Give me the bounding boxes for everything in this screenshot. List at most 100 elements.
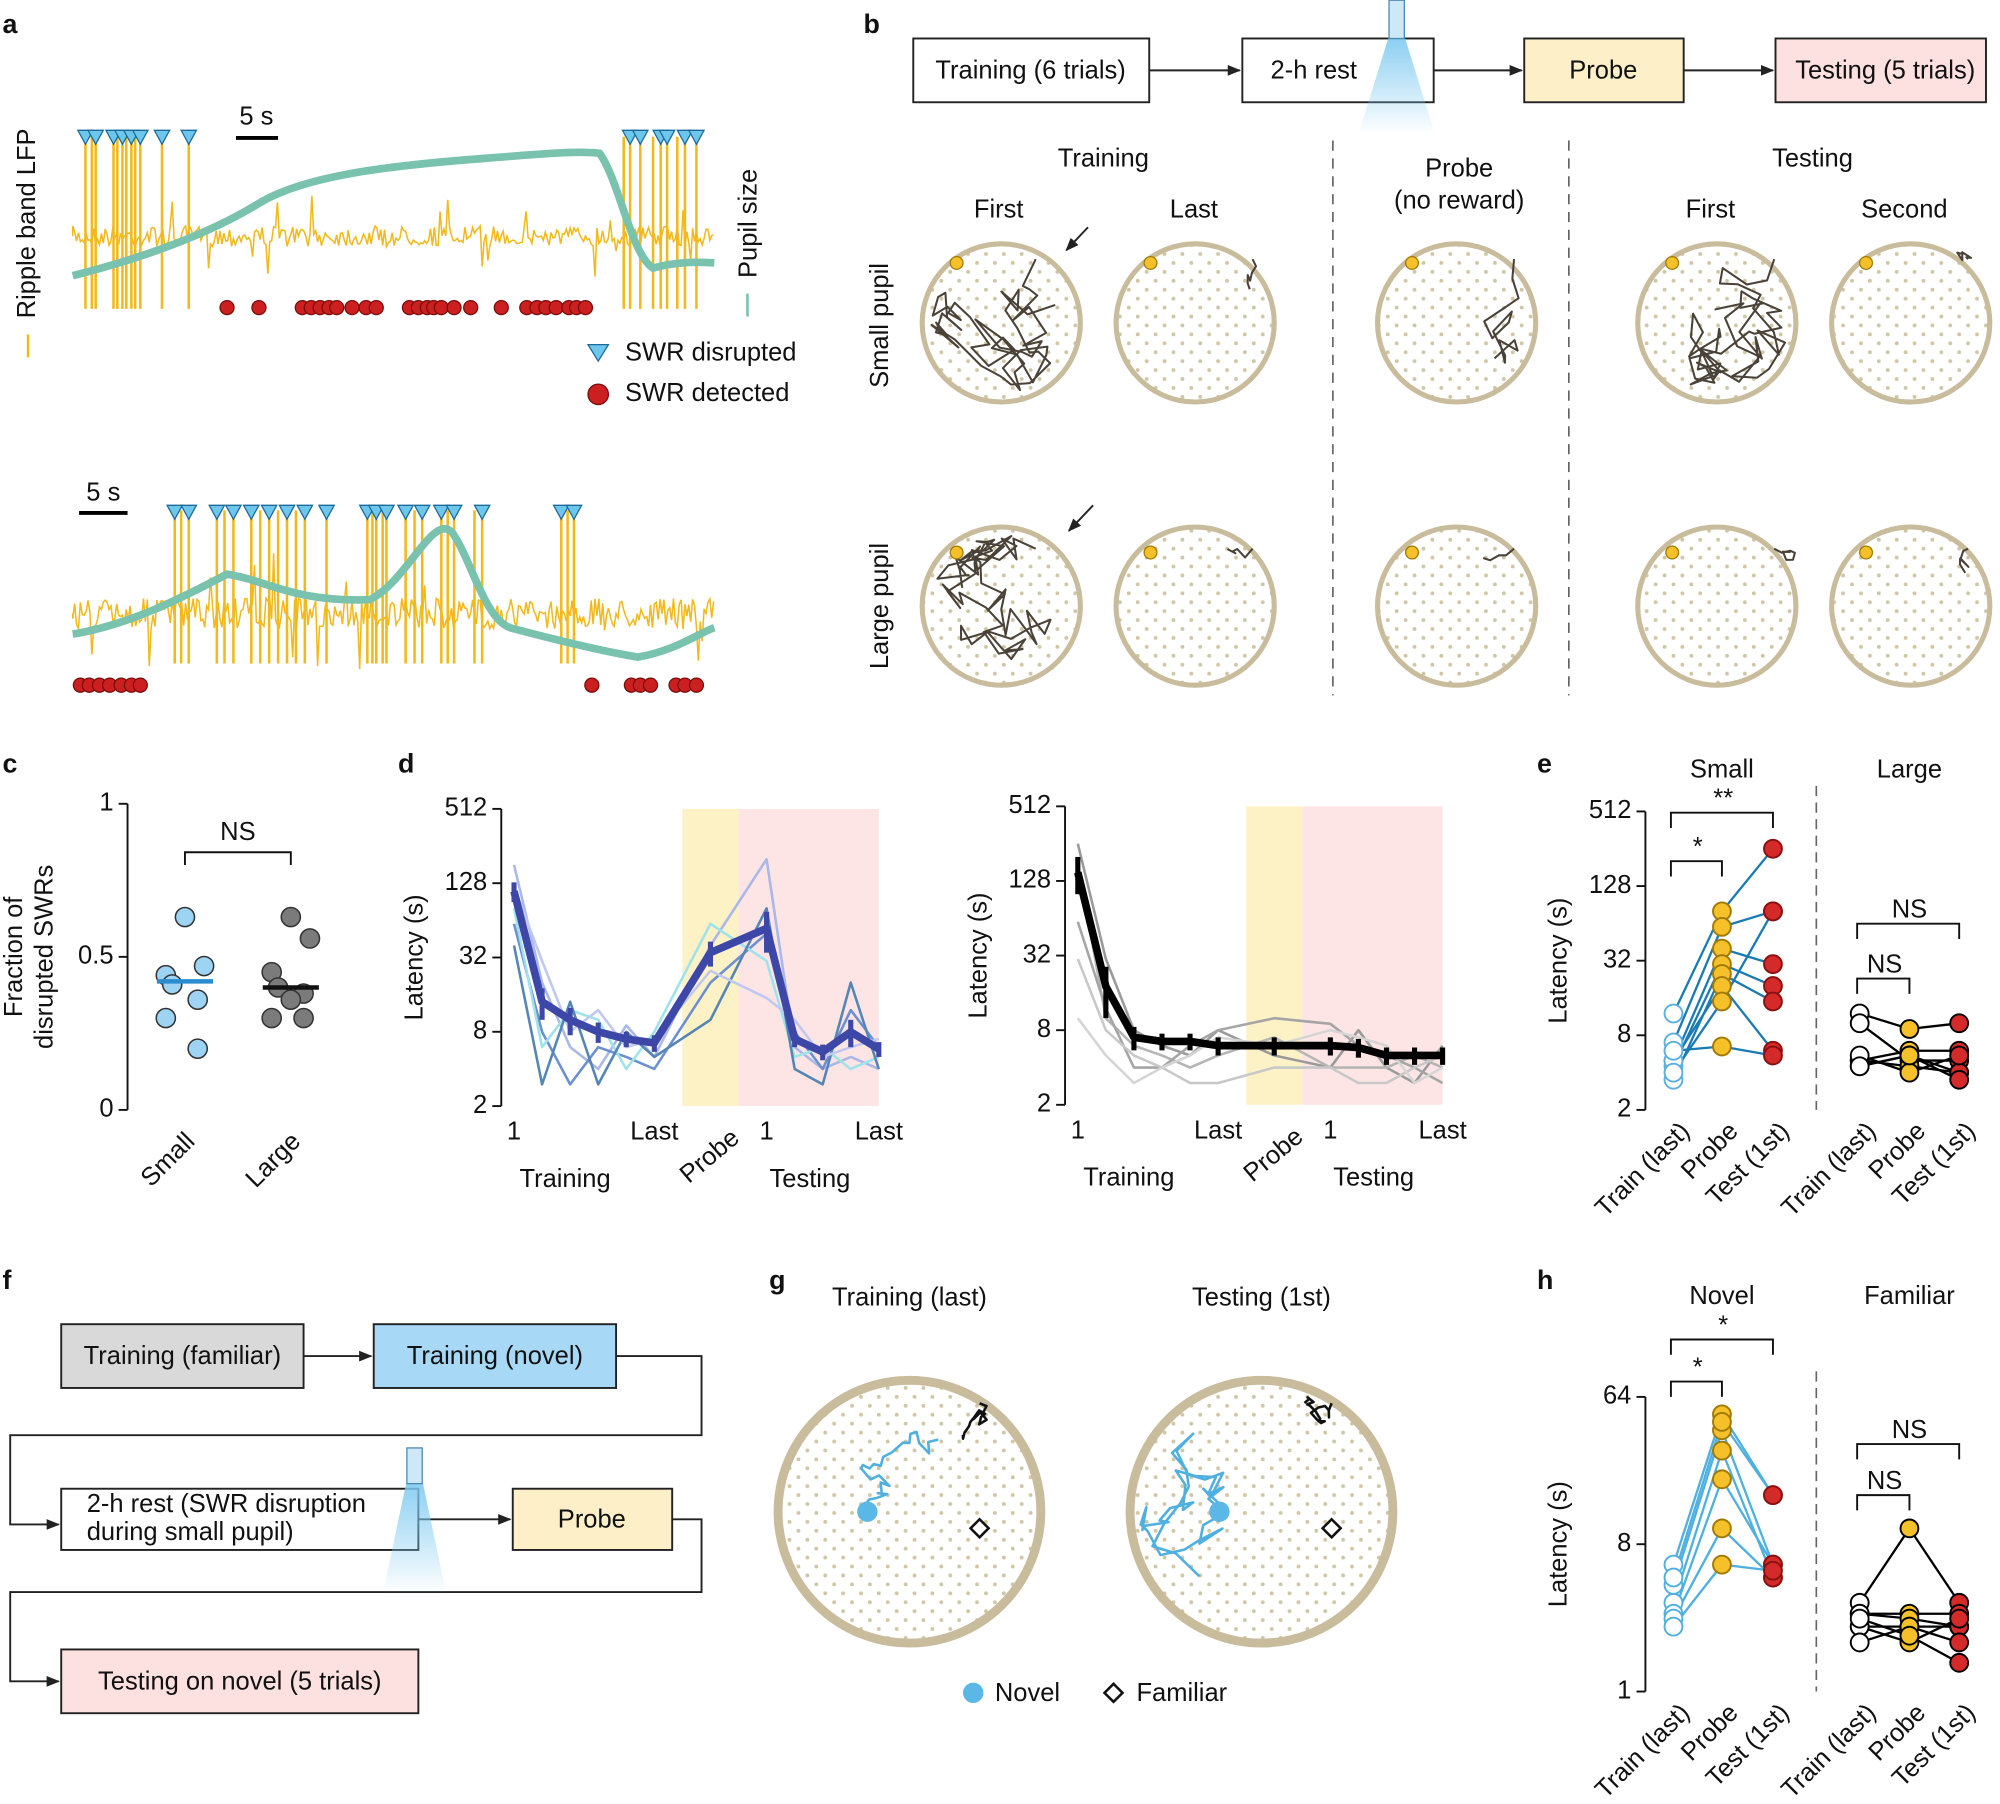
data-point xyxy=(1899,1625,1920,1646)
y-tick-label: 32 xyxy=(1603,945,1631,973)
legend-label: Familiar xyxy=(1136,1679,1227,1707)
data-point xyxy=(1712,991,1732,1012)
x-tick-label: 1 xyxy=(507,1118,521,1146)
data-point xyxy=(1712,1036,1732,1057)
x-tick-label: Last xyxy=(1419,1116,1467,1144)
trajectory xyxy=(859,1430,939,1513)
flow-label: 2-h rest xyxy=(1271,56,1357,84)
group-label: Large xyxy=(1877,755,1942,783)
legend-label: Novel xyxy=(995,1679,1060,1707)
start-familiar xyxy=(968,1517,991,1540)
swr-disrupted xyxy=(153,129,171,146)
swr-disrupted xyxy=(445,504,463,521)
data-point xyxy=(187,989,209,1011)
y2-label: Pupil size xyxy=(735,169,763,278)
column-header: First xyxy=(1686,195,1736,223)
y-label: disrupted SWRs xyxy=(31,865,59,1049)
swr-detected xyxy=(493,299,509,316)
legend-symbol xyxy=(586,343,610,363)
swr-disrupted xyxy=(377,504,396,521)
x-tick-label: Small xyxy=(135,1127,200,1192)
maze-title: Training (last) xyxy=(832,1283,987,1311)
y-tick-label: 64 xyxy=(1603,1382,1631,1410)
y-tick-label: 0 xyxy=(99,1095,113,1123)
data-point xyxy=(1899,1518,1920,1539)
x-tick-label: Probe xyxy=(675,1124,745,1189)
mazes xyxy=(773,1375,1398,1648)
group-label: Testing xyxy=(770,1165,851,1193)
annotation: * xyxy=(1693,833,1703,861)
trajectory xyxy=(1246,258,1258,290)
data-point xyxy=(1663,1062,1684,1083)
y-label: Latency (s) xyxy=(964,893,992,1019)
row-label: Small pupil xyxy=(866,263,894,388)
maze xyxy=(1113,524,1277,688)
group-label: Training xyxy=(1083,1164,1174,1192)
data-point xyxy=(1849,1013,1870,1034)
data-point xyxy=(1949,1045,1970,1066)
paired-line xyxy=(1672,1476,1774,1615)
y-tick-label: 128 xyxy=(445,868,488,896)
trajectory xyxy=(1303,1396,1333,1425)
column-header: First xyxy=(974,195,1024,223)
flow-box xyxy=(60,1323,305,1389)
swr-disrupted xyxy=(473,504,491,521)
x-tick-label: Large xyxy=(240,1127,306,1193)
data-point xyxy=(1899,1062,1920,1083)
legend-label: SWR disrupted xyxy=(625,338,796,366)
swr-disrupted xyxy=(260,504,278,521)
swr-detected xyxy=(368,299,384,316)
panel-a xyxy=(71,129,716,693)
maze xyxy=(1374,241,1539,405)
arrow xyxy=(9,1355,703,1530)
y-tick-label: 512 xyxy=(1008,791,1051,819)
trajectory xyxy=(961,1402,988,1441)
trajectory xyxy=(930,258,1056,392)
panel-label: d xyxy=(398,749,414,779)
data-point xyxy=(1949,1069,1970,1090)
data-point xyxy=(1849,1632,1870,1653)
maze xyxy=(1125,1375,1398,1648)
light-beam xyxy=(382,1479,447,1595)
swr-detected xyxy=(584,677,600,693)
reward-site xyxy=(949,545,964,560)
swr-disrupted xyxy=(242,504,261,521)
swr-disrupted xyxy=(396,504,415,521)
swr-disrupted xyxy=(413,504,431,521)
column-header: Second xyxy=(1861,195,1948,223)
scale-label: 5 s xyxy=(239,102,273,130)
swr-detected xyxy=(329,299,345,316)
y-tick-label: 128 xyxy=(1589,871,1632,899)
flow-label: Probe xyxy=(558,1505,626,1533)
data-point xyxy=(1949,1608,1970,1629)
y-label: Ripple band LFP xyxy=(13,128,41,318)
annotation: NS xyxy=(1867,1467,1902,1495)
trajectory xyxy=(1226,548,1254,559)
data-point xyxy=(1763,838,1783,859)
x-tick-label: Probe xyxy=(1238,1122,1308,1187)
y-label: Latency (s) xyxy=(1545,1481,1573,1607)
x-tick-label: Last xyxy=(855,1118,903,1146)
group-label: Familiar xyxy=(1864,1282,1955,1310)
panel-label: a xyxy=(3,9,19,39)
panel-label: b xyxy=(864,9,880,39)
y-tick-label: 32 xyxy=(1023,940,1051,968)
y-tick-label: 0.5 xyxy=(78,942,113,970)
individual-line xyxy=(512,923,880,1086)
swr-disrupted xyxy=(565,504,583,521)
flow-label: 2-h rest (SWR disruption xyxy=(87,1490,366,1518)
legend-label: SWR detected xyxy=(625,379,789,407)
reward-site xyxy=(1859,545,1874,560)
maze xyxy=(1113,241,1277,405)
annotation: NS xyxy=(1892,1416,1927,1444)
swr-disrupted xyxy=(296,504,314,521)
flow-label: Probe xyxy=(1569,56,1637,84)
maze xyxy=(1635,524,1799,688)
flow-label: Training (novel) xyxy=(407,1342,583,1370)
panel-label: e xyxy=(1537,749,1552,779)
data-point xyxy=(280,989,302,1011)
data-point xyxy=(1663,1616,1684,1637)
x-tick-label: Last xyxy=(630,1118,678,1146)
